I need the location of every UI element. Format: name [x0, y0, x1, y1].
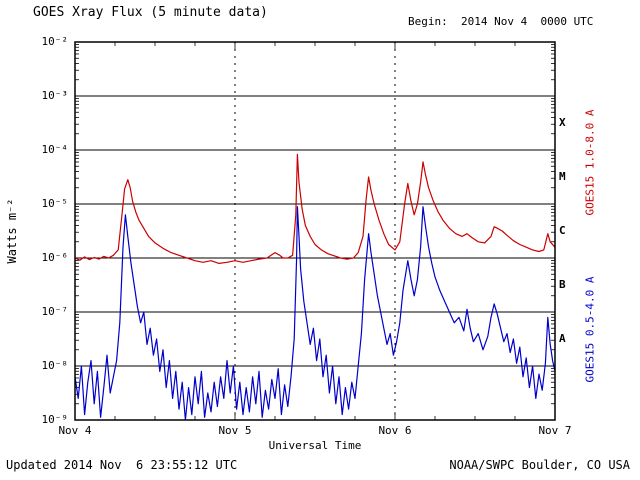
y-tick-label: 10⁻⁴	[41, 143, 69, 156]
begin-time-label: Begin: 2014 Nov 4 0000 UTC	[408, 15, 594, 28]
y-axis-title: Watts m⁻²	[5, 198, 19, 264]
x-tick-label: Nov 7	[538, 424, 572, 437]
y-tick-label: 10⁻⁷	[41, 305, 69, 318]
y-tick-label: 10⁻⁵	[41, 197, 69, 210]
flare-class-x-label: X	[559, 116, 566, 129]
series-goes15-0-5-4-0-a	[75, 206, 555, 420]
chart-title: GOES Xray Flux (5 minute data)	[33, 5, 268, 20]
x-axis-title: Universal Time	[268, 439, 362, 452]
y-tick-label: 10⁻³	[41, 89, 69, 102]
x-tick-label: Nov 6	[378, 424, 412, 437]
x-tick-label: Nov 5	[218, 424, 252, 437]
x-tick-label: Nov 4	[58, 424, 92, 437]
y-tick-label: 10⁻⁹	[41, 413, 69, 426]
flare-class-b-label: B	[559, 278, 566, 291]
updated-timestamp: Updated 2014 Nov 6 23:55:12 UTC	[6, 458, 238, 472]
series-label-long-channel: GOES15 1.0-8.0 A	[583, 109, 597, 216]
y-tick-label: 10⁻²	[41, 35, 69, 48]
y-tick-label: 10⁻⁸	[41, 359, 69, 372]
source-attribution: NOAA/SWPC Boulder, CO USA	[449, 458, 630, 472]
y-tick-label: 10⁻⁶	[41, 251, 69, 264]
series-label-short-channel: GOES15 0.5-4.0 A	[583, 276, 597, 383]
flare-class-a-label: A	[559, 332, 566, 345]
series-goes15-1-0-8-0-a	[75, 153, 555, 264]
flare-class-m-label: M	[559, 170, 566, 183]
flare-class-c-label: C	[559, 224, 566, 237]
